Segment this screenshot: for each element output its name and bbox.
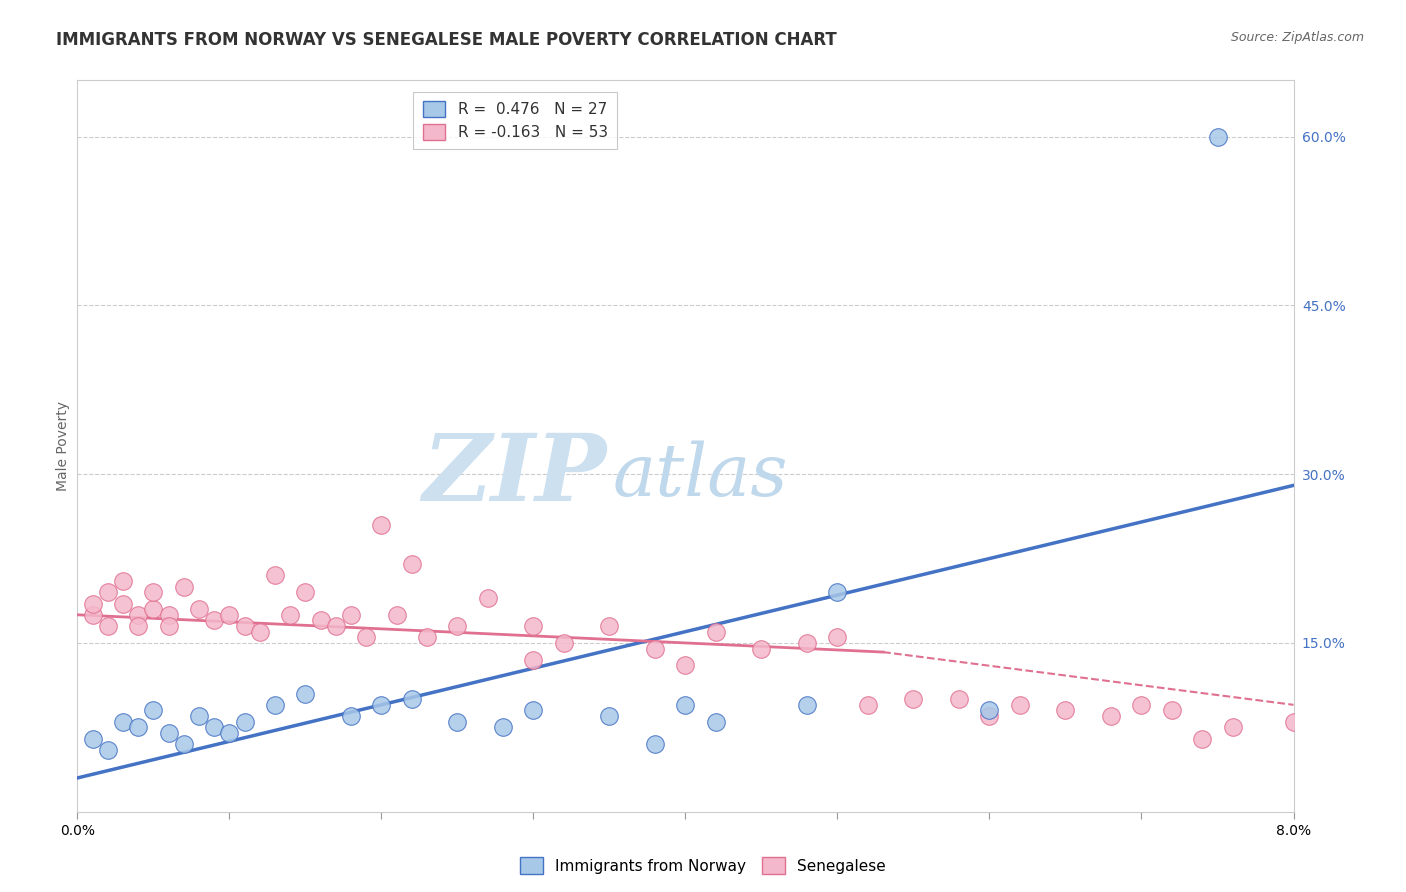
Point [188,709,211,723]
Point [249,624,271,639]
Point [218,607,240,622]
Point [598,619,620,633]
Point [111,574,134,588]
Point [1008,698,1031,712]
Point [401,692,423,706]
Point [1222,720,1244,734]
Text: Source: ZipAtlas.com: Source: ZipAtlas.com [1230,31,1364,45]
Point [1130,698,1153,712]
Text: ZIP: ZIP [422,430,606,520]
Point [675,698,697,712]
Point [385,607,408,622]
Point [522,619,544,633]
Point [979,703,1001,717]
Point [173,580,195,594]
Point [127,619,149,633]
Point [264,568,287,582]
Point [142,703,165,717]
Point [416,630,439,644]
Point [325,619,347,633]
Point [370,698,392,712]
Point [157,726,180,740]
Text: atlas: atlas [613,440,787,510]
Point [644,737,666,751]
Point [97,619,120,633]
Point [553,636,575,650]
Point [294,585,316,599]
Point [796,636,818,650]
Point [948,692,970,706]
Point [188,602,211,616]
Point [856,698,879,712]
Point [522,653,544,667]
Point [127,607,149,622]
Point [127,720,149,734]
Point [522,703,544,717]
Point [401,557,423,571]
Point [903,692,925,706]
Point [1054,703,1077,717]
Point [157,619,180,633]
Point [827,630,849,644]
Point [751,641,773,656]
Point [82,597,104,611]
Point [1206,129,1229,144]
Point [370,517,392,532]
Point [233,714,256,729]
Point [1191,731,1213,746]
Point [82,607,104,622]
Point [827,585,849,599]
Legend: R =  0.476   N = 27, R = -0.163   N = 53: R = 0.476 N = 27, R = -0.163 N = 53 [413,92,617,149]
Point [340,709,363,723]
Point [1282,714,1305,729]
Point [202,614,225,628]
Point [796,698,818,712]
Point [294,687,316,701]
Point [704,714,727,729]
Point [97,743,120,757]
Point [233,619,256,633]
Point [278,607,301,622]
Point [446,619,468,633]
Point [173,737,195,751]
Point [97,585,120,599]
Point [1099,709,1122,723]
Text: IMMIGRANTS FROM NORWAY VS SENEGALESE MALE POVERTY CORRELATION CHART: IMMIGRANTS FROM NORWAY VS SENEGALESE MAL… [56,31,837,49]
Point [477,591,499,605]
Point [157,607,180,622]
Point [340,607,363,622]
Point [309,614,332,628]
Y-axis label: Male Poverty: Male Poverty [56,401,70,491]
Point [218,726,240,740]
Point [979,709,1001,723]
Point [264,698,287,712]
Point [704,624,727,639]
Point [142,602,165,616]
Point [598,709,620,723]
Point [644,641,666,656]
Point [111,597,134,611]
Point [446,714,468,729]
Point [675,658,697,673]
Point [1160,703,1182,717]
Legend: Immigrants from Norway, Senegalese: Immigrants from Norway, Senegalese [515,851,891,880]
Point [111,714,134,729]
Point [142,585,165,599]
Point [354,630,377,644]
Point [492,720,515,734]
Point [202,720,225,734]
Point [82,731,104,746]
